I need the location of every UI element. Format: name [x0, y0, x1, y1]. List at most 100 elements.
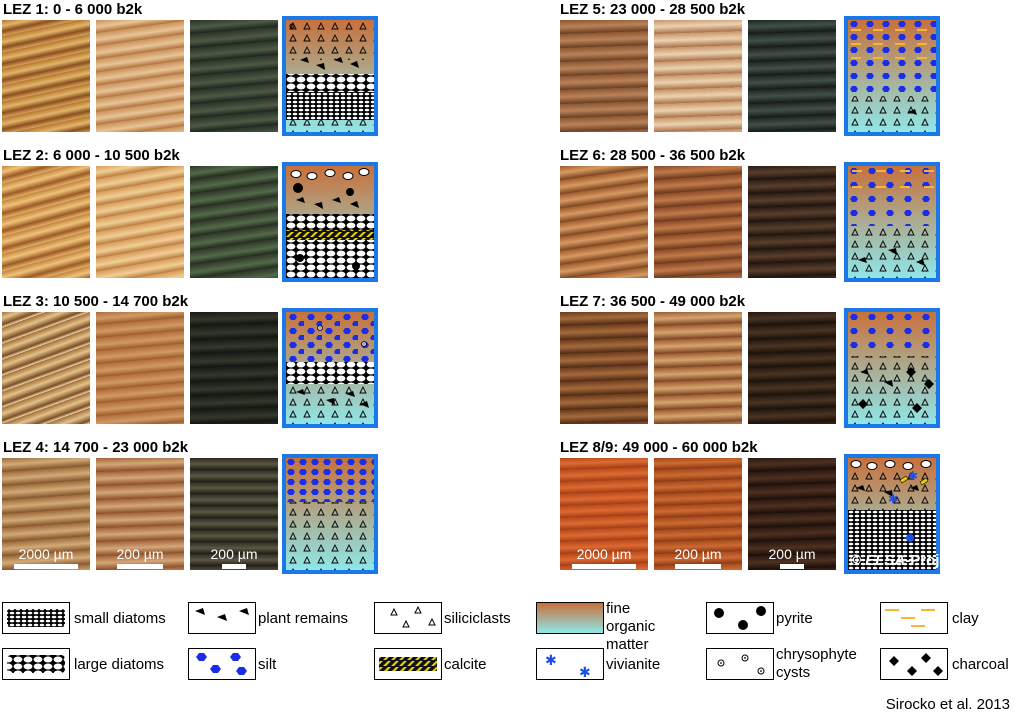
legend-fine-organic-matter-label: fine organic matter — [606, 600, 656, 653]
micrograph-lez8-a — [560, 458, 648, 570]
scale-bar-line — [675, 564, 721, 569]
scale-bar-line — [117, 564, 163, 569]
scale-bar-line — [222, 564, 246, 569]
chrysophyte-cysts-icon — [717, 654, 765, 675]
scale-bar-label: 2000 µm — [18, 546, 74, 562]
legend-vivianite-label: vivianite — [606, 656, 661, 673]
legend-silt-swatch — [188, 648, 256, 680]
micrograph-lez1-b — [96, 20, 184, 132]
legend-calcite-swatch — [374, 648, 442, 680]
scale-bar-small: 200 µm — [662, 546, 734, 569]
scale-bar-label: 200 µm — [116, 546, 164, 562]
legend-clay-swatch — [880, 602, 948, 634]
scale-bar-line — [14, 564, 78, 569]
legend-large-diatoms-swatch — [2, 648, 70, 680]
zone-title-lez1: LEZ 1: 0 - 6 000 b2k — [3, 1, 143, 18]
schematic-lez5 — [844, 16, 940, 136]
micrograph-lez2-c — [190, 166, 278, 278]
micrograph-lez8-c — [748, 458, 836, 570]
zone-title-lez2: LEZ 2: 6 000 - 10 500 b2k — [3, 147, 180, 164]
svg-text:✱: ✱ — [888, 492, 898, 506]
clay-icon — [885, 609, 935, 627]
micrograph-lez5-b — [654, 20, 742, 132]
zone-title-lez4: LEZ 4: 14 700 - 23 000 b2k — [3, 439, 189, 456]
large-diatoms-icon — [7, 655, 65, 673]
micrograph-lez7-b — [654, 312, 742, 424]
micrograph-lez3-c — [190, 312, 278, 424]
micrograph-lez6-a — [560, 166, 648, 278]
scale-bar-large: 2000 µm — [10, 546, 82, 569]
legend-silt-label: silt — [258, 656, 277, 673]
micrograph-lez2-a — [2, 166, 90, 278]
calcite-icon — [379, 657, 437, 671]
scale-bar-line — [572, 564, 636, 569]
svg-text:✱: ✱ — [545, 653, 557, 669]
schematic-lez4 — [282, 454, 378, 574]
silt-icon — [196, 653, 247, 675]
schematic-lez5-drawing — [848, 20, 936, 132]
legend-plant-remains-swatch — [188, 602, 256, 634]
micrograph-lez4-c — [190, 458, 278, 570]
zone-title-lez8-9: LEZ 8/9: 49 000 - 60 000 b2k — [560, 439, 758, 456]
copyright-symbol: © — [850, 552, 862, 569]
pyrite-icon — [714, 606, 766, 630]
schematic-lez7-drawing — [848, 312, 936, 424]
legend-siliciclasts-label: siliciclasts — [444, 610, 511, 627]
zone-title-lez7: LEZ 7: 36 500 - 49 000 b2k — [560, 293, 746, 310]
legend-clay-label: clay — [952, 610, 979, 627]
micrograph-lez4-b — [96, 458, 184, 570]
micrograph-lez7-c — [748, 312, 836, 424]
scale-bar-small: 200 µm — [104, 546, 176, 569]
siliciclasts-icon — [390, 605, 436, 628]
legend-pyrite-swatch — [706, 602, 774, 634]
legend-charcoal-swatch — [880, 648, 948, 680]
schematic-lez3-drawing — [286, 312, 374, 424]
micrograph-lez1-a — [2, 20, 90, 132]
scale-bar-line — [780, 564, 804, 569]
legend-chrysophyte-cysts-swatch — [706, 648, 774, 680]
micrograph-lez3-b — [96, 312, 184, 424]
charcoal-icon — [889, 653, 943, 676]
legend-siliciclasts-swatch — [374, 602, 442, 634]
watermark-elsa: © ELSA-Project — [850, 552, 961, 569]
micrograph-lez6-c — [748, 166, 836, 278]
micrograph-lez8-b — [654, 458, 742, 570]
micrograph-lez6-b — [654, 166, 742, 278]
schematic-lez8-9-drawing: ✱ ✱ — [848, 458, 936, 570]
plant-remains-icon — [195, 608, 249, 621]
micrograph-lez1-c — [190, 20, 278, 132]
watermark-project: ELSA — [865, 552, 906, 569]
zone-title-lez6: LEZ 6: 28 500 - 36 500 b2k — [560, 147, 746, 164]
schematic-lez1 — [282, 16, 378, 136]
schematic-lez7 — [844, 308, 940, 428]
schematic-lez1-drawing — [286, 20, 374, 132]
legend-large-diatoms-label: large diatoms — [74, 656, 165, 673]
legend-fine-organic-matter-swatch — [536, 602, 604, 634]
micrograph-lez7-a — [560, 312, 648, 424]
micrograph-lez5-c — [748, 20, 836, 132]
svg-text:✱: ✱ — [579, 665, 591, 679]
schematic-lez6-drawing — [848, 166, 936, 278]
svg-text:✱: ✱ — [908, 469, 918, 483]
scale-bar-small: 200 µm — [198, 546, 270, 569]
schematic-lez4-drawing — [286, 458, 374, 570]
scale-bar-label: 200 µm — [210, 546, 258, 562]
zone-title-lez3: LEZ 3: 10 500 - 14 700 b2k — [3, 293, 189, 310]
legend-calcite-label: calcite — [444, 656, 487, 673]
schematic-lez2 — [282, 162, 378, 282]
credit-citation: Sirocko et al. 2013 — [885, 696, 1010, 713]
micrograph-lez2-b — [96, 166, 184, 278]
small-diatoms-icon — [7, 609, 65, 627]
scale-bar-label: 2000 µm — [576, 546, 632, 562]
schematic-lez8-9: ✱ ✱ — [844, 454, 940, 574]
legend-small-diatoms-label: small diatoms — [74, 610, 166, 627]
schematic-lez6 — [844, 162, 940, 282]
legend-plant-remains-label: plant remains — [258, 610, 349, 627]
legend-vivianite-swatch: ✱ ✱ — [536, 648, 604, 680]
schematic-lez2-drawing — [286, 166, 374, 278]
legend-charcoal-label: charcoal — [952, 656, 1009, 673]
legend-chrysophyte-cysts-label: chrysophyte cysts — [776, 646, 857, 681]
zone-title-lez5: LEZ 5: 23 000 - 28 500 b2k — [560, 1, 746, 18]
legend-pyrite-label: pyrite — [776, 610, 813, 627]
micrograph-lez3-a — [2, 312, 90, 424]
